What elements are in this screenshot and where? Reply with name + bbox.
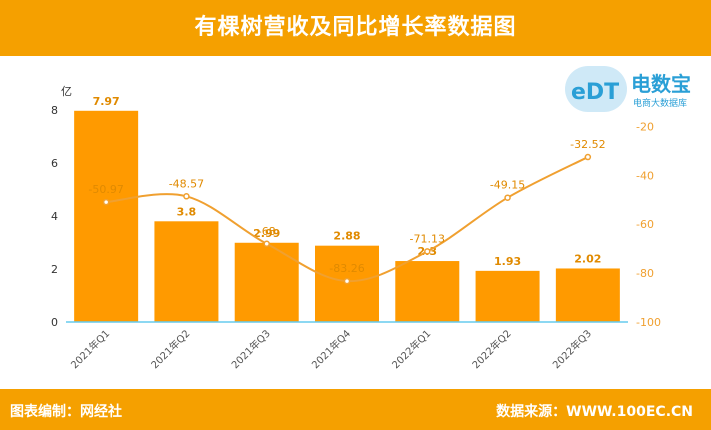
category-label: 2022年Q3: [550, 327, 594, 371]
logo-subtitle: 电商大数据库: [633, 99, 688, 109]
logo-mark: eDT: [571, 80, 620, 105]
bar-value-label: 2.02: [574, 252, 601, 265]
bar: [154, 221, 219, 322]
footer-compiler: 图表编制：网经社: [10, 404, 122, 420]
bar-value-label: 2.88: [333, 230, 360, 243]
category-label: 2021年Q3: [229, 327, 273, 371]
y-tick-label: 2: [51, 263, 58, 276]
growth-value-label: -50.97: [88, 183, 123, 196]
logo-brand: 电数宝: [631, 72, 691, 96]
growth-point: [424, 248, 431, 255]
y-tick-label: 6: [51, 157, 58, 170]
cloud-icon: [565, 66, 627, 112]
bar-value-label: 3.8: [177, 205, 197, 218]
growth-point: [183, 193, 190, 200]
y2-tick-label: -20: [636, 120, 654, 133]
bar: [234, 242, 299, 322]
category-label: 2022年Q2: [469, 327, 513, 371]
chart-plot: 亿 0 2 4 6 8 -100 -80 -60 -40 -20 7.97 3.8 2.99 2.88…: [51, 85, 661, 371]
growth-point: [102, 198, 110, 206]
bar-value-label: 7.97: [93, 95, 120, 108]
growth-value-label: -83.26: [329, 262, 364, 275]
y-tick-label: 8: [51, 104, 58, 117]
y-tick-label: 4: [51, 210, 58, 223]
y2-tick-label: -60: [636, 218, 654, 231]
growth-point: [504, 194, 511, 201]
category-label: 2021年Q1: [68, 327, 112, 371]
growth-value-label: -68: [258, 225, 276, 238]
growth-point: [263, 240, 270, 248]
category-label: 2021年Q2: [148, 327, 192, 371]
brand-logo: eDT 电数宝 电商大数据库: [565, 62, 705, 120]
y2-tick-label: -80: [636, 267, 654, 280]
y-axis-unit: 亿: [61, 85, 72, 98]
growth-value-label: -48.57: [169, 177, 204, 190]
bar: [74, 110, 139, 322]
y2-tick-label: -100: [636, 316, 661, 329]
growth-value-label: -49.15: [490, 179, 525, 192]
bar-value-label: 2.99: [253, 227, 280, 240]
bar: [395, 261, 460, 322]
growth-value-label: -71.13: [410, 232, 445, 245]
chart-title: 有棵树营收及同比增长率数据图: [0, 0, 711, 56]
y2-tick-label: -40: [636, 169, 654, 182]
y-tick-label: 0: [51, 316, 58, 329]
growth-value-label: -32.52: [570, 138, 605, 151]
footer-source: 数据来源：WWW.100EC.CN: [496, 404, 693, 420]
bar: [475, 270, 540, 322]
footer-bar: 图表编制：网经社 数据来源：WWW.100EC.CN: [0, 389, 711, 430]
bar: [555, 268, 620, 322]
bar-value-label: 1.93: [494, 255, 521, 268]
category-label: 2021年Q4: [309, 327, 353, 371]
category-label: 2022年Q1: [389, 327, 433, 371]
growth-point: [584, 153, 592, 161]
growth-point: [343, 277, 351, 285]
